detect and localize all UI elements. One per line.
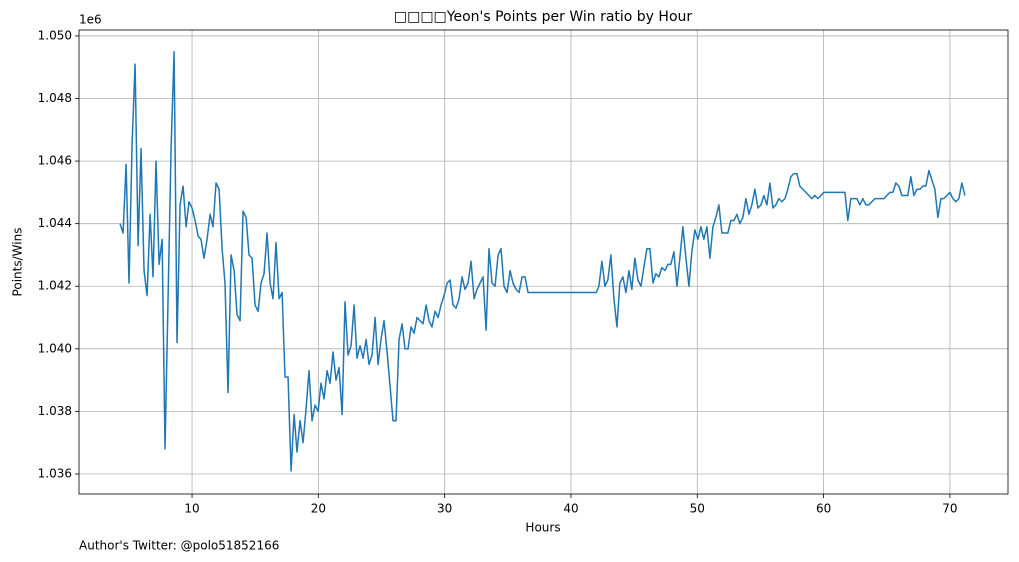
x-tick-label: 20 bbox=[311, 502, 326, 516]
x-tick-label: 30 bbox=[437, 502, 452, 516]
plot-frame bbox=[78, 29, 1009, 495]
chart-title: □□□□Yeon's Points per Win ratio by Hour bbox=[394, 9, 693, 25]
y-tick-label: 1.046 bbox=[38, 154, 72, 168]
data-line bbox=[119, 50, 966, 472]
y-tick-label: 1.048 bbox=[38, 91, 72, 105]
x-tick-label: 50 bbox=[690, 502, 705, 516]
y-tick-label: 1.050 bbox=[38, 28, 72, 42]
y-tick-label: 1.038 bbox=[38, 404, 72, 418]
y-tick-label: 1.040 bbox=[38, 341, 72, 355]
footnote: Author's Twitter: @polo51852166 bbox=[79, 539, 279, 553]
y-offset-label: 1e6 bbox=[79, 13, 102, 27]
x-tick-label: 70 bbox=[942, 502, 957, 516]
y-axis-label: Points/Wins bbox=[11, 228, 25, 297]
x-tick-label: 10 bbox=[184, 502, 199, 516]
y-tick-label: 1.042 bbox=[38, 279, 72, 293]
x-axis-label: Hours bbox=[525, 521, 560, 535]
y-tick-label: 1.044 bbox=[38, 216, 72, 230]
x-tick-label: 60 bbox=[816, 502, 831, 516]
x-tick-label: 40 bbox=[563, 502, 578, 516]
y-tick-label: 1.036 bbox=[38, 466, 72, 480]
